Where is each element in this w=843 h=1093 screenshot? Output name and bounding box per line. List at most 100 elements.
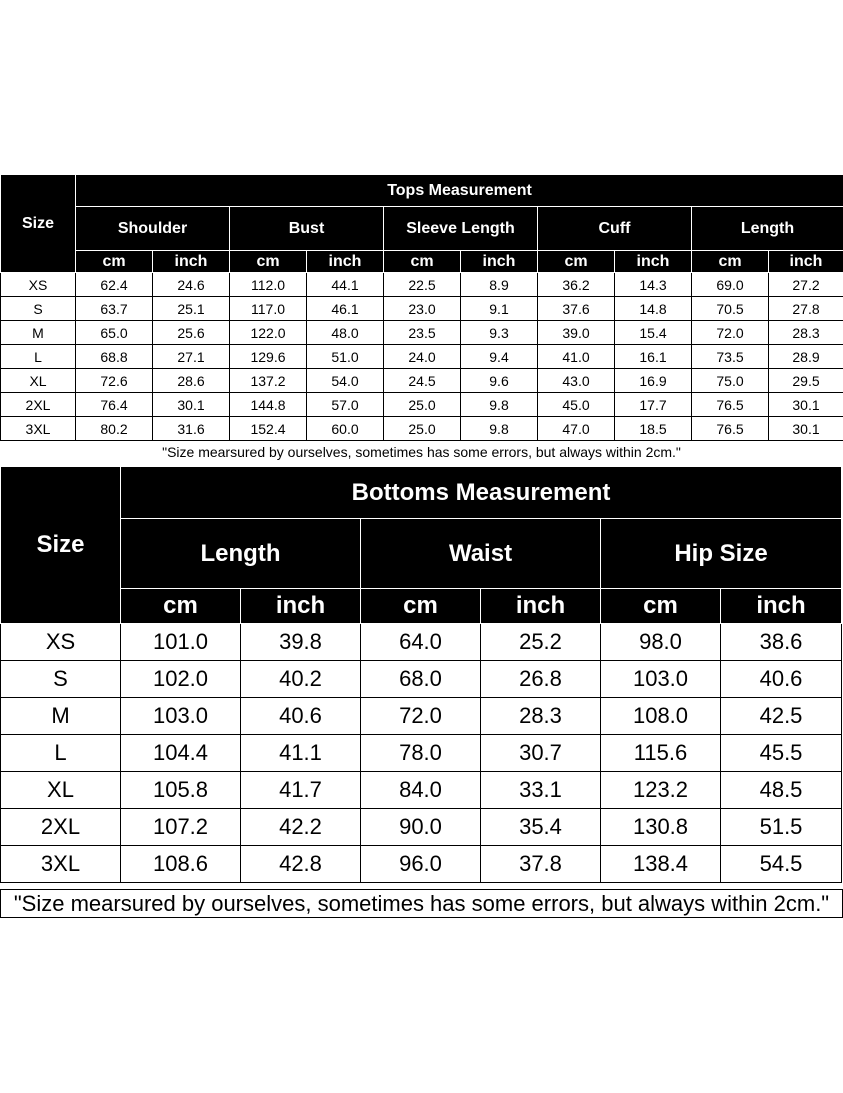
measurement-cell: 48.0: [306, 320, 384, 345]
measurement-cell: 65.0: [75, 320, 153, 345]
bottoms-group-waist: Waist: [360, 518, 601, 589]
measurement-cell: 144.8: [229, 392, 307, 417]
measurement-cell: 48.5: [719, 771, 843, 809]
table-row: M 65.0 25.6 122.0 48.0 23.5 9.3 39.0 15.4 72.0 28.…: [0, 320, 843, 345]
measurement-cell: 37.6: [537, 296, 615, 321]
table-row: L 68.8 27.1 129.6 51.0 24.0 9.4 41.0 16.1 73.5 28.…: [0, 344, 843, 369]
measurement-cell: 27.1: [152, 344, 230, 369]
measurement-cell: 28.3: [480, 697, 601, 735]
table-row: 3XL 108.6 42.8 96.0 37.8 138.4 54.5: [0, 845, 843, 883]
bottoms-unit-inch: inch: [480, 588, 601, 624]
measurement-cell: 25.0: [383, 416, 461, 441]
measurement-cell: 9.6: [460, 368, 538, 393]
table-row: XS 101.0 39.8 64.0 25.2 98.0 38.6: [0, 623, 843, 661]
size-cell: 3XL: [0, 416, 76, 441]
measurement-cell: 103.0: [600, 660, 721, 698]
measurement-cell: 46.1: [306, 296, 384, 321]
measurement-cell: 137.2: [229, 368, 307, 393]
measurement-cell: 90.0: [360, 808, 481, 846]
measurement-cell: 40.2: [240, 660, 361, 698]
table-row: S 102.0 40.2 68.0 26.8 103.0 40.6: [0, 660, 843, 698]
tops-unit-inch: inch: [306, 250, 384, 273]
measurement-cell: 40.6: [240, 697, 361, 735]
measurement-cell: 28.6: [152, 368, 230, 393]
measurement-cell: 9.4: [460, 344, 538, 369]
measurement-cell: 33.1: [480, 771, 601, 809]
measurement-cell: 43.0: [537, 368, 615, 393]
measurement-cell: 102.0: [120, 660, 241, 698]
measurement-cell: 28.3: [768, 320, 843, 345]
measurement-cell: 9.8: [460, 392, 538, 417]
measurement-cell: 25.6: [152, 320, 230, 345]
tops-group-length: Length: [691, 206, 843, 251]
measurement-cell: 152.4: [229, 416, 307, 441]
measurement-cell: 45.5: [719, 734, 843, 772]
measurement-cell: 35.4: [480, 808, 601, 846]
measurement-cell: 75.0: [691, 368, 769, 393]
measurement-cell: 84.0: [360, 771, 481, 809]
measurement-cell: 73.5: [691, 344, 769, 369]
measurement-cell: 44.1: [306, 272, 384, 297]
measurement-cell: 27.2: [768, 272, 843, 297]
size-cell: L: [0, 734, 121, 772]
measurement-cell: 101.0: [120, 623, 241, 661]
measurement-cell: 76.5: [691, 416, 769, 441]
measurement-cell: 51.5: [719, 808, 843, 846]
measurement-cell: 69.0: [691, 272, 769, 297]
measurement-cell: 72.0: [360, 697, 481, 735]
measurement-cell: 24.0: [383, 344, 461, 369]
table-row: 2XL 76.4 30.1 144.8 57.0 25.0 9.8 45.0 17.7 76.5 3…: [0, 392, 843, 417]
measurement-cell: 103.0: [120, 697, 241, 735]
bottoms-unit-cm: cm: [120, 588, 241, 624]
measurement-cell: 30.1: [152, 392, 230, 417]
measurement-cell: 38.6: [719, 623, 843, 661]
measurement-cell: 28.9: [768, 344, 843, 369]
size-cell: XS: [0, 623, 121, 661]
measurement-cell: 17.7: [614, 392, 692, 417]
measurement-cell: 72.6: [75, 368, 153, 393]
bottoms-group-hip-size: Hip Size: [599, 518, 843, 589]
measurement-cell: 47.0: [537, 416, 615, 441]
measurement-cell: 16.9: [614, 368, 692, 393]
size-cell: XS: [0, 272, 76, 297]
measurement-cell: 105.8: [120, 771, 241, 809]
measurement-cell: 18.5: [614, 416, 692, 441]
table-row: S 63.7 25.1 117.0 46.1 23.0 9.1 37.6 14.8 70.5 27.…: [0, 296, 843, 321]
measurement-cell: 60.0: [306, 416, 384, 441]
measurement-cell: 98.0: [600, 623, 721, 661]
bottoms-note: "Size mearsured by ourselves, sometimes …: [0, 889, 843, 918]
measurement-cell: 25.1: [152, 296, 230, 321]
size-cell: 2XL: [0, 808, 121, 846]
measurement-cell: 41.1: [240, 734, 361, 772]
tops-unit-cm: cm: [383, 250, 461, 273]
table-row: XL 72.6 28.6 137.2 54.0 24.5 9.6 43.0 16.9 75.0 29…: [0, 368, 843, 393]
measurement-cell: 96.0: [360, 845, 481, 883]
tops-unit-inch: inch: [768, 250, 843, 273]
measurement-cell: 31.6: [152, 416, 230, 441]
size-cell: XL: [0, 771, 121, 809]
bottoms-unit-cm: cm: [600, 588, 721, 624]
measurement-cell: 16.1: [614, 344, 692, 369]
measurement-cell: 129.6: [229, 344, 307, 369]
bottoms-unit-inch: inch: [240, 588, 361, 624]
tops-unit-cm: cm: [691, 250, 769, 273]
measurement-cell: 76.5: [691, 392, 769, 417]
measurement-cell: 138.4: [600, 845, 721, 883]
table-row: L 104.4 41.1 78.0 30.7 115.6 45.5: [0, 734, 843, 772]
measurement-cell: 30.7: [480, 734, 601, 772]
measurement-cell: 108.6: [120, 845, 241, 883]
measurement-cell: 22.5: [383, 272, 461, 297]
measurement-cell: 117.0: [229, 296, 307, 321]
tops-group-shoulder: Shoulder: [75, 206, 230, 251]
measurement-cell: 45.0: [537, 392, 615, 417]
measurement-cell: 70.5: [691, 296, 769, 321]
measurement-cell: 37.8: [480, 845, 601, 883]
measurement-cell: 107.2: [120, 808, 241, 846]
measurement-cell: 14.3: [614, 272, 692, 297]
tops-measurement-table: Size Tops Measurement Shoulder Bust Slee…: [0, 174, 843, 441]
size-cell: S: [0, 660, 121, 698]
measurement-cell: 40.6: [719, 660, 843, 698]
tops-group-cuff: Cuff: [537, 206, 692, 251]
measurement-cell: 41.7: [240, 771, 361, 809]
measurement-cell: 108.0: [600, 697, 721, 735]
